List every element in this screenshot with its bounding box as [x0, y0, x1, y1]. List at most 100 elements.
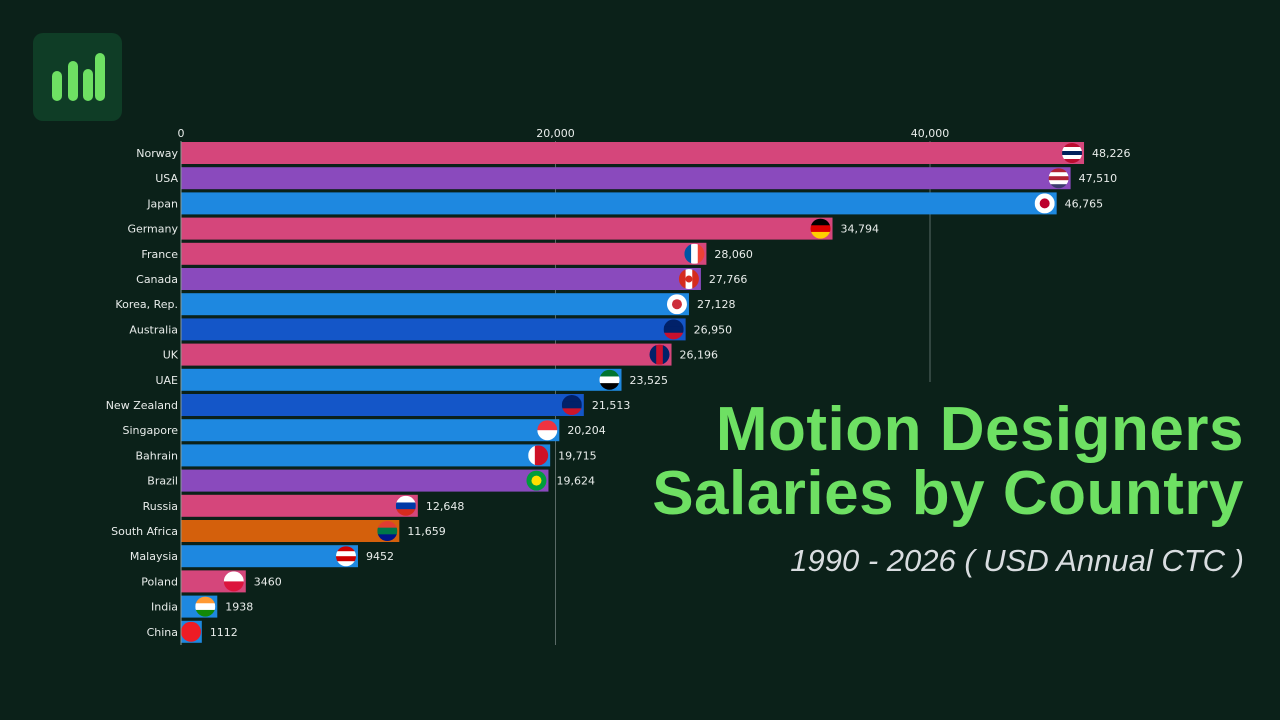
- flag-icon: [663, 319, 684, 340]
- flag-icon: [561, 395, 582, 415]
- flag-stripe: [377, 534, 398, 541]
- flag-stripe: [195, 596, 216, 604]
- flag-stripe: [223, 571, 244, 582]
- flag-emblem: [531, 475, 542, 486]
- bar: [181, 545, 358, 568]
- chart-subtitle: 1990 - 2026 ( USD Annual CTC ): [790, 543, 1244, 578]
- value-label: 1112: [210, 626, 238, 639]
- flag-icon: [684, 243, 705, 264]
- flag-stripe: [1048, 168, 1069, 173]
- value-label: 46,765: [1065, 197, 1104, 210]
- value-label: 26,196: [680, 349, 719, 362]
- value-label: 9452: [366, 550, 394, 563]
- flag-icon: [1048, 168, 1069, 189]
- category-label: UAE: [155, 374, 178, 387]
- title-line-1: Motion Designers: [715, 395, 1244, 464]
- flag-icon: [526, 470, 547, 491]
- bar: [181, 293, 689, 316]
- category-label: India: [151, 601, 178, 614]
- title-line-2: Salaries by Country: [652, 459, 1244, 528]
- flag-stripe: [663, 319, 684, 327]
- flag-emblem: [685, 275, 693, 283]
- flag-stripe: [1062, 159, 1083, 163]
- flag-stripe: [1062, 155, 1083, 160]
- flag-stripe: [541, 445, 549, 466]
- flag-stripe: [810, 225, 831, 233]
- flag-stripe: [537, 420, 558, 431]
- flag-stripe: [1062, 151, 1083, 156]
- flag-icon: [649, 344, 670, 365]
- bar: [181, 494, 418, 517]
- value-label: 21,513: [592, 399, 631, 412]
- value-label: 3460: [254, 575, 282, 588]
- flag-stripe: [395, 509, 416, 516]
- category-label: Norway: [136, 147, 178, 160]
- flag-icon: [195, 596, 216, 617]
- x-tick-label: 20,000: [536, 127, 575, 140]
- flag-icon: [599, 369, 620, 390]
- logo-bar-chart-icon: [33, 33, 122, 121]
- category-label: China: [147, 626, 178, 639]
- flag-icon: [335, 546, 356, 567]
- flag-icon: [666, 294, 687, 315]
- category-label: Bahrain: [135, 449, 178, 462]
- flag-icon: [377, 521, 398, 541]
- flag-stripe: [649, 344, 657, 365]
- category-label: USA: [155, 172, 178, 185]
- x-tick-label: 0: [178, 127, 185, 140]
- category-label: Russia: [143, 500, 178, 513]
- x-tick-label: 40,000: [911, 127, 950, 140]
- bar: [181, 167, 1071, 190]
- flag-stripe: [684, 243, 692, 264]
- flag-stripe: [195, 609, 216, 617]
- flag-icon: [181, 621, 201, 642]
- flag-stripe: [537, 430, 558, 441]
- bar: [181, 394, 584, 416]
- flag-emblem: [1039, 198, 1050, 209]
- bar: [181, 419, 560, 442]
- value-label: 47,510: [1079, 172, 1118, 185]
- flag-stripe: [561, 401, 582, 409]
- value-label: 23,525: [630, 374, 669, 387]
- flag-icon: [223, 571, 244, 592]
- bar: [181, 217, 833, 240]
- flag-icon: [537, 420, 558, 441]
- flag-stripe: [335, 556, 356, 562]
- category-label: New Zealand: [106, 399, 178, 412]
- flag-icon: [1062, 143, 1083, 163]
- flag-stripe: [195, 603, 216, 611]
- category-label: Singapore: [123, 424, 179, 437]
- value-label: 12,648: [426, 500, 465, 513]
- bar: [181, 368, 622, 391]
- flag-stripe: [1048, 184, 1069, 189]
- category-label: Germany: [127, 223, 178, 236]
- flag-stripe: [656, 344, 664, 365]
- value-label: 1938: [225, 601, 253, 614]
- category-label: Japan: [146, 197, 178, 210]
- value-label: 27,128: [697, 298, 736, 311]
- flag-icon: [810, 218, 831, 239]
- flag-stripe: [692, 269, 699, 289]
- bar: [181, 192, 1057, 215]
- flag-stripe: [1048, 180, 1069, 185]
- flag-stripe: [377, 521, 398, 529]
- category-label: Australia: [129, 323, 178, 336]
- flag-emblem: [671, 299, 682, 310]
- flag-stripe: [1062, 143, 1083, 148]
- flag-stripe: [663, 332, 684, 340]
- value-label: 19,715: [558, 449, 597, 462]
- flag-stripe: [528, 445, 536, 466]
- bar: [181, 520, 400, 542]
- flag-stripe: [335, 561, 356, 567]
- flag-stripe: [1048, 172, 1069, 177]
- flag-stripe: [377, 527, 398, 535]
- flag-stripe: [561, 408, 582, 415]
- flag-stripe: [335, 546, 356, 552]
- flag-icon: [528, 445, 549, 466]
- flag-stripe: [534, 445, 542, 466]
- value-label: 26,950: [694, 323, 733, 336]
- flag-icon: [395, 495, 416, 516]
- flag-stripe: [697, 243, 705, 264]
- flag-stripe: [678, 269, 687, 289]
- bar: [181, 469, 549, 492]
